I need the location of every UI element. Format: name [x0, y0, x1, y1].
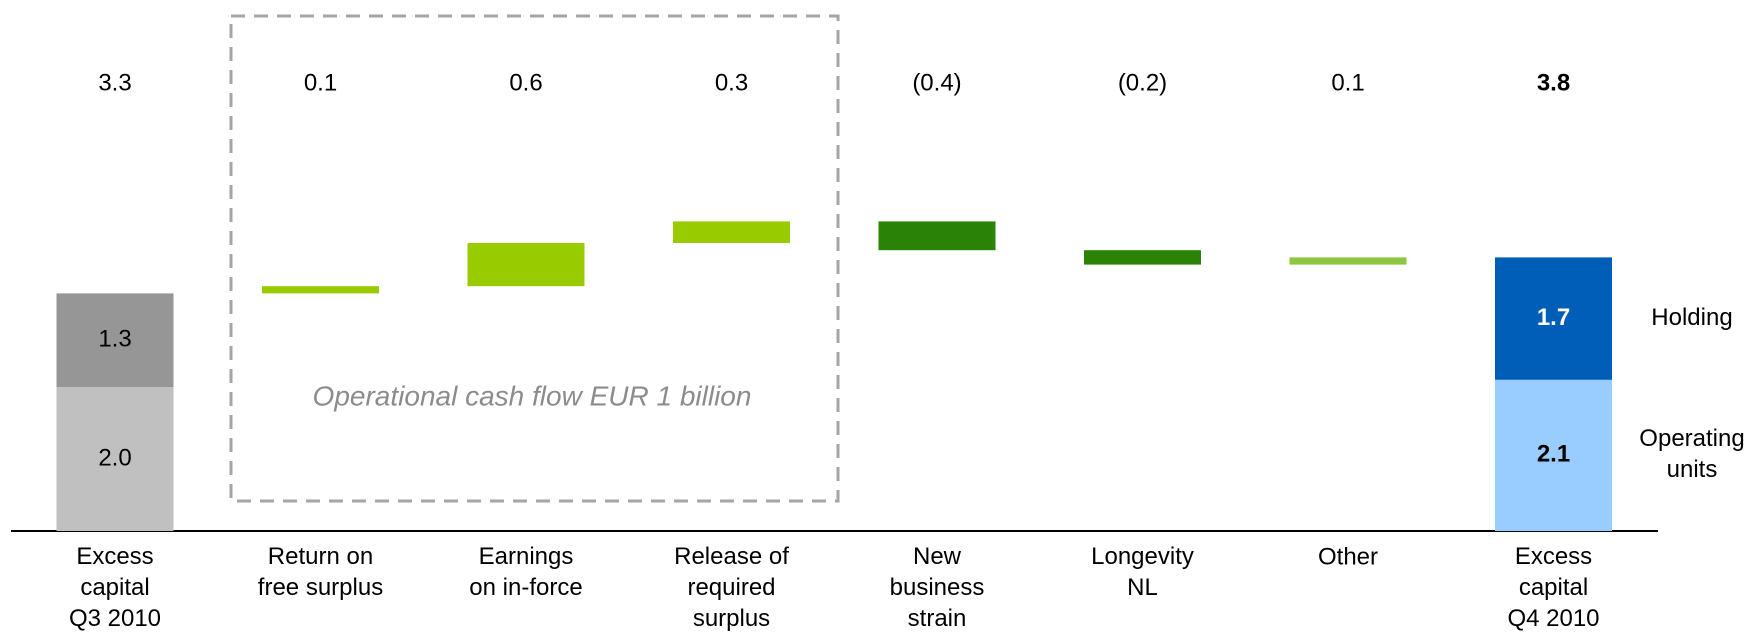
segment-label: 1.3 — [98, 326, 131, 353]
value-label: 0.1 — [304, 69, 337, 96]
delta-bar — [878, 221, 996, 251]
x-tick-label: Earnings on in-force — [469, 543, 582, 601]
value-label: (0.2) — [1118, 69, 1167, 96]
x-tick-label: Longevity NL — [1091, 543, 1194, 601]
total-segment — [56, 387, 174, 531]
segment-label: 2.0 — [98, 444, 131, 471]
value-label: 0.6 — [509, 69, 542, 96]
total-segment — [1495, 379, 1612, 531]
delta-bar — [1084, 250, 1201, 265]
annotation: Operational cash flow EUR 1 billion — [313, 380, 752, 411]
segment-label: 1.7 — [1537, 304, 1570, 331]
delta-bar — [673, 221, 790, 243]
value-label: 0.3 — [715, 69, 748, 96]
x-tick-label: Excess capital Q3 2010 — [69, 543, 161, 632]
x-tick-label: Other — [1318, 543, 1378, 570]
value-label: 0.1 — [1331, 69, 1364, 96]
delta-bar — [1289, 257, 1407, 265]
legend-label: Holding — [1651, 304, 1732, 331]
legend-label: Operating units — [1639, 425, 1744, 483]
delta-bar — [262, 286, 379, 294]
annotation-box — [229, 14, 840, 503]
total-segment — [1495, 257, 1612, 380]
segment-label: 2.1 — [1537, 441, 1570, 468]
x-tick-label: New business strain — [890, 543, 985, 632]
x-tick-label: Return on free surplus — [258, 543, 383, 601]
delta-bar — [467, 243, 585, 287]
value-label: (0.4) — [912, 69, 961, 96]
x-tick-label: Excess capital Q4 2010 — [1507, 543, 1599, 632]
x-tick-label: Release of required surplus — [674, 543, 789, 632]
total-segment — [56, 293, 174, 387]
value-label: 3.8 — [1537, 69, 1570, 96]
value-label: 3.3 — [98, 69, 131, 96]
